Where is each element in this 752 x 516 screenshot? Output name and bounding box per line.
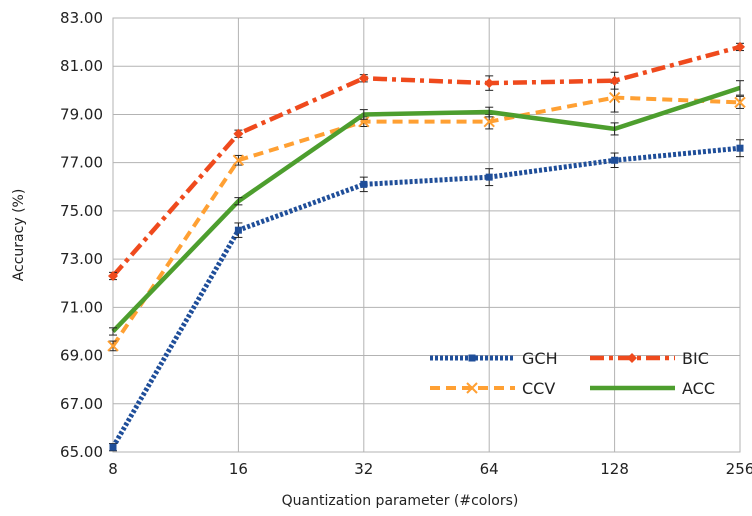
error-bar	[736, 80, 744, 96]
x-axis-title: Quantization parameter (#colors)	[282, 493, 519, 509]
y-tick-label: 79.00	[60, 105, 103, 123]
series-gch	[109, 139, 744, 452]
data-point	[109, 443, 117, 451]
x-tick-label: 128	[600, 460, 629, 478]
y-tick-label: 83.00	[60, 9, 103, 27]
legend-item-bic: BIC	[590, 349, 709, 368]
error-bar	[109, 327, 117, 336]
data-point	[735, 41, 745, 52]
data-point	[734, 96, 746, 109]
legend-label: CCV	[522, 379, 555, 398]
marker-stroke	[232, 154, 245, 166]
data-point	[234, 226, 242, 234]
legend-item-ccv: CCV	[430, 379, 555, 398]
data-point	[609, 75, 620, 86]
plot-area	[112, 17, 741, 453]
series	[107, 41, 746, 452]
series-line	[111, 95, 741, 348]
data-point	[232, 154, 245, 166]
legend-marker	[466, 382, 478, 394]
data-point	[107, 340, 119, 352]
x-tick-label: 8	[108, 460, 118, 478]
y-tick-label: 69.00	[60, 347, 103, 365]
marker-stroke	[734, 96, 746, 109]
x-axis-ticks: 8 16 32 64 128 256	[108, 460, 752, 478]
legend-label: BIC	[682, 349, 709, 368]
data-point	[358, 73, 369, 84]
data-point	[108, 270, 118, 281]
series-acc	[109, 80, 744, 336]
marker-stroke	[608, 91, 621, 104]
series-line	[111, 85, 741, 334]
marker-stroke	[466, 382, 478, 394]
legend-item-gch: GCH	[430, 349, 558, 368]
error-bar	[234, 197, 243, 206]
series-ccv	[107, 82, 746, 352]
series-line	[110, 145, 741, 449]
y-tick-label: 77.00	[60, 154, 103, 172]
y-tick-label: 71.00	[60, 298, 103, 316]
data-point	[608, 91, 621, 104]
y-tick-label: 73.00	[60, 250, 103, 268]
x-tick-label: 256	[726, 460, 752, 478]
data-point	[484, 78, 495, 89]
y-tick-label: 81.00	[60, 57, 103, 75]
data-point	[485, 173, 493, 181]
legend-item-acc: ACC	[590, 379, 715, 398]
data-point	[611, 156, 619, 164]
y-tick-label: 67.00	[60, 395, 103, 413]
legend-marker	[627, 353, 637, 363]
data-point	[233, 128, 244, 139]
series-line	[111, 44, 741, 278]
data-point	[360, 180, 368, 188]
x-tick-label: 16	[229, 460, 248, 478]
y-tick-label: 65.00	[60, 443, 103, 461]
marker-stroke	[358, 115, 370, 128]
y-tick-label: 75.00	[60, 202, 103, 220]
legend: GCH BIC CCV ACC	[430, 349, 715, 398]
legend-label: ACC	[682, 379, 715, 398]
data-point	[736, 144, 744, 152]
marker-stroke	[107, 340, 119, 352]
error-bar	[485, 106, 494, 118]
legend-marker	[468, 354, 476, 362]
x-tick-label: 64	[480, 460, 499, 478]
y-axis-ticks: 65.00 67.00 69.00 71.00 73.00 75.00 77.00 79.00…	[60, 9, 103, 461]
error-bar	[610, 122, 619, 136]
error-bar	[359, 109, 368, 120]
legend-label: GCH	[522, 349, 558, 368]
data-point	[483, 115, 495, 128]
y-axis-title: Accuracy (%)	[11, 189, 27, 282]
series-bic	[108, 41, 745, 281]
marker-stroke	[483, 115, 495, 128]
x-tick-label: 32	[354, 460, 373, 478]
